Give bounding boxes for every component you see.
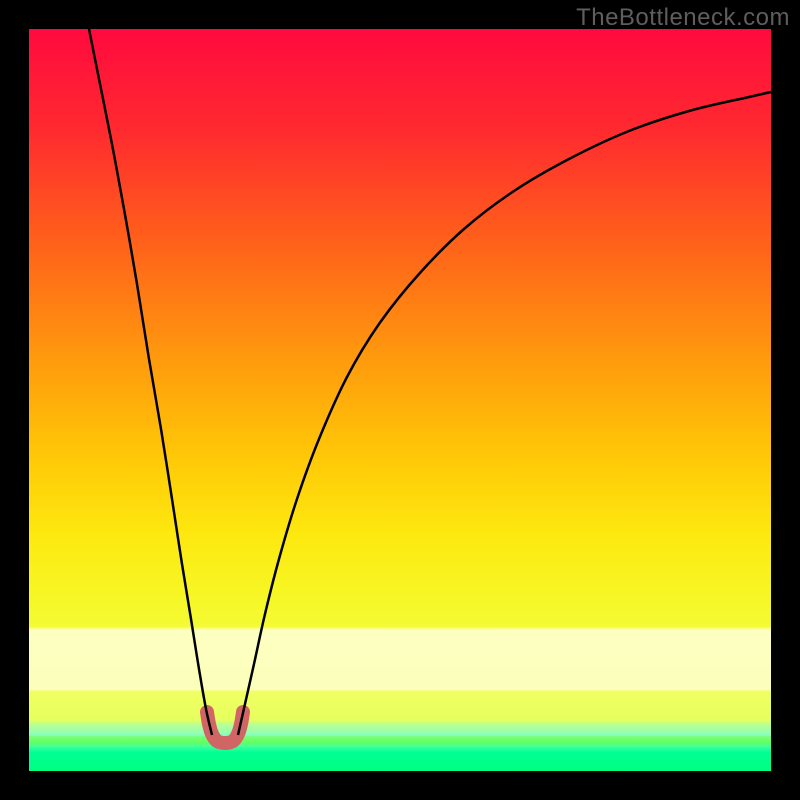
chart-frame: TheBottleneck.com bbox=[0, 0, 800, 800]
plot-area bbox=[29, 29, 771, 771]
watermark-text: TheBottleneck.com bbox=[576, 4, 790, 32]
plot-svg bbox=[29, 29, 771, 771]
plot-background bbox=[29, 29, 771, 771]
